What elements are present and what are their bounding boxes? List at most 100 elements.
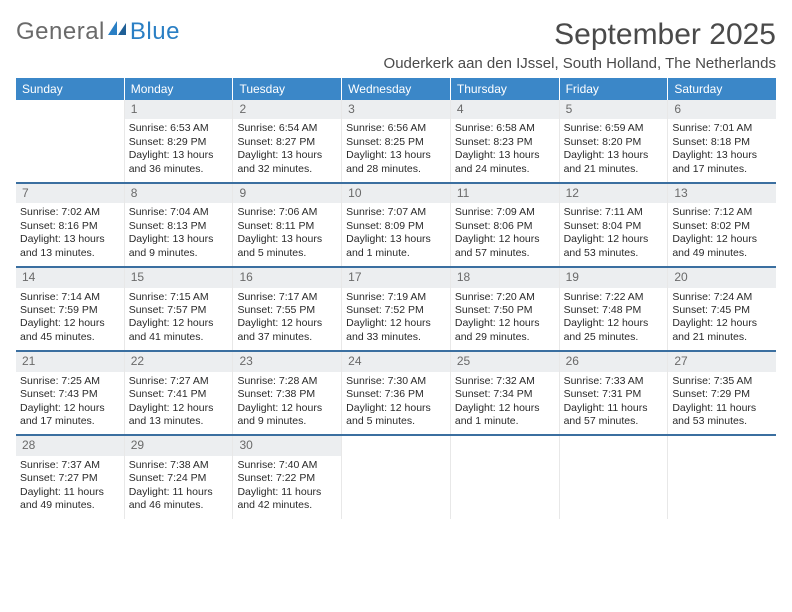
day-cell: 27Sunrise: 7:35 AMSunset: 7:29 PMDayligh… bbox=[668, 352, 776, 434]
day-number bbox=[668, 436, 776, 455]
sunrise-text: Sunrise: 7:19 AM bbox=[346, 291, 446, 304]
daylight-text: Daylight: 11 hours and 53 minutes. bbox=[672, 402, 772, 429]
daylight-text: Daylight: 12 hours and 9 minutes. bbox=[237, 402, 337, 429]
week-row: 7Sunrise: 7:02 AMSunset: 8:16 PMDaylight… bbox=[16, 184, 776, 268]
calendar-page: General Blue September 2025 Ouderkerk aa… bbox=[0, 0, 792, 529]
sunrise-text: Sunrise: 7:35 AM bbox=[672, 375, 772, 388]
sunrise-text: Sunrise: 7:14 AM bbox=[20, 291, 120, 304]
sunrise-text: Sunrise: 7:20 AM bbox=[455, 291, 555, 304]
sunset-text: Sunset: 7:52 PM bbox=[346, 304, 446, 317]
sunset-text: Sunset: 8:13 PM bbox=[129, 220, 229, 233]
daylight-text: Daylight: 11 hours and 49 minutes. bbox=[20, 486, 120, 513]
daylight-text: Daylight: 12 hours and 37 minutes. bbox=[237, 317, 337, 344]
daylight-text: Daylight: 12 hours and 57 minutes. bbox=[455, 233, 555, 260]
sunrise-text: Sunrise: 7:38 AM bbox=[129, 459, 229, 472]
day-number: 13 bbox=[668, 184, 776, 203]
month-title: September 2025 bbox=[384, 18, 776, 52]
day-cell: 21Sunrise: 7:25 AMSunset: 7:43 PMDayligh… bbox=[16, 352, 125, 434]
sunset-text: Sunset: 7:41 PM bbox=[129, 388, 229, 401]
day-cell: 23Sunrise: 7:28 AMSunset: 7:38 PMDayligh… bbox=[233, 352, 342, 434]
day-cell: 29Sunrise: 7:38 AMSunset: 7:24 PMDayligh… bbox=[125, 436, 234, 518]
sunrise-text: Sunrise: 6:53 AM bbox=[129, 122, 229, 135]
day-number: 5 bbox=[560, 100, 668, 119]
daylight-text: Daylight: 12 hours and 17 minutes. bbox=[20, 402, 120, 429]
daylight-text: Daylight: 12 hours and 5 minutes. bbox=[346, 402, 446, 429]
day-cell bbox=[451, 436, 560, 518]
sunrise-text: Sunrise: 7:07 AM bbox=[346, 206, 446, 219]
sunset-text: Sunset: 8:11 PM bbox=[237, 220, 337, 233]
sunrise-text: Sunrise: 7:32 AM bbox=[455, 375, 555, 388]
sunset-text: Sunset: 7:45 PM bbox=[672, 304, 772, 317]
day-cell: 19Sunrise: 7:22 AMSunset: 7:48 PMDayligh… bbox=[560, 268, 669, 350]
sunset-text: Sunset: 7:31 PM bbox=[564, 388, 664, 401]
day-number: 6 bbox=[668, 100, 776, 119]
daylight-text: Daylight: 12 hours and 25 minutes. bbox=[564, 317, 664, 344]
day-number: 17 bbox=[342, 268, 450, 287]
daylight-text: Daylight: 12 hours and 41 minutes. bbox=[129, 317, 229, 344]
day-cell: 9Sunrise: 7:06 AMSunset: 8:11 PMDaylight… bbox=[233, 184, 342, 266]
sunrise-text: Sunrise: 6:59 AM bbox=[564, 122, 664, 135]
day-cell: 28Sunrise: 7:37 AMSunset: 7:27 PMDayligh… bbox=[16, 436, 125, 518]
day-cell: 13Sunrise: 7:12 AMSunset: 8:02 PMDayligh… bbox=[668, 184, 776, 266]
week-row: 14Sunrise: 7:14 AMSunset: 7:59 PMDayligh… bbox=[16, 268, 776, 352]
sunset-text: Sunset: 8:29 PM bbox=[129, 136, 229, 149]
day-cell bbox=[342, 436, 451, 518]
sunset-text: Sunset: 7:43 PM bbox=[20, 388, 120, 401]
day-cell: 1Sunrise: 6:53 AMSunset: 8:29 PMDaylight… bbox=[125, 100, 234, 182]
sunset-text: Sunset: 8:02 PM bbox=[672, 220, 772, 233]
daylight-text: Daylight: 13 hours and 36 minutes. bbox=[129, 149, 229, 176]
daylight-text: Daylight: 13 hours and 24 minutes. bbox=[455, 149, 555, 176]
day-header: Thursday bbox=[451, 78, 560, 100]
sunset-text: Sunset: 8:06 PM bbox=[455, 220, 555, 233]
day-cell bbox=[16, 100, 125, 182]
day-cell: 11Sunrise: 7:09 AMSunset: 8:06 PMDayligh… bbox=[451, 184, 560, 266]
daylight-text: Daylight: 13 hours and 28 minutes. bbox=[346, 149, 446, 176]
day-number: 3 bbox=[342, 100, 450, 119]
day-cell: 3 Sunrise: 6:56 AMSunset: 8:25 PMDaylight… bbox=[342, 100, 451, 182]
day-cell: 18Sunrise: 7:20 AMSunset: 7:50 PMDayligh… bbox=[451, 268, 560, 350]
sunrise-text: Sunrise: 7:30 AM bbox=[346, 375, 446, 388]
day-number: 24 bbox=[342, 352, 450, 371]
day-number: 4 bbox=[451, 100, 559, 119]
sunset-text: Sunset: 7:22 PM bbox=[237, 472, 337, 485]
day-header: Wednesday bbox=[342, 78, 451, 100]
day-number: 22 bbox=[125, 352, 233, 371]
day-cell bbox=[668, 436, 776, 518]
day-header: Tuesday bbox=[233, 78, 342, 100]
daylight-text: Daylight: 11 hours and 57 minutes. bbox=[564, 402, 664, 429]
sunset-text: Sunset: 7:48 PM bbox=[564, 304, 664, 317]
sunrise-text: Sunrise: 7:09 AM bbox=[455, 206, 555, 219]
sunrise-text: Sunrise: 7:28 AM bbox=[237, 375, 337, 388]
sunrise-text: Sunrise: 6:56 AM bbox=[346, 122, 446, 135]
day-number: 25 bbox=[451, 352, 559, 371]
day-cell: 7Sunrise: 7:02 AMSunset: 8:16 PMDaylight… bbox=[16, 184, 125, 266]
daylight-text: Daylight: 12 hours and 53 minutes. bbox=[564, 233, 664, 260]
day-number: 29 bbox=[125, 436, 233, 455]
daylight-text: Daylight: 11 hours and 42 minutes. bbox=[237, 486, 337, 513]
sunset-text: Sunset: 8:27 PM bbox=[237, 136, 337, 149]
day-number: 27 bbox=[668, 352, 776, 371]
day-cell: 6Sunrise: 7:01 AMSunset: 8:18 PMDaylight… bbox=[668, 100, 776, 182]
day-cell: 30Sunrise: 7:40 AMSunset: 7:22 PMDayligh… bbox=[233, 436, 342, 518]
daylight-text: Daylight: 12 hours and 29 minutes. bbox=[455, 317, 555, 344]
day-cell: 17Sunrise: 7:19 AMSunset: 7:52 PMDayligh… bbox=[342, 268, 451, 350]
sunset-text: Sunset: 7:59 PM bbox=[20, 304, 120, 317]
week-row: 1Sunrise: 6:53 AMSunset: 8:29 PMDaylight… bbox=[16, 100, 776, 184]
day-number bbox=[16, 100, 124, 119]
day-number bbox=[342, 436, 450, 455]
sunrise-text: Sunrise: 7:02 AM bbox=[20, 206, 120, 219]
day-number: 10 bbox=[342, 184, 450, 203]
logo-sail-icon bbox=[108, 21, 126, 35]
sunset-text: Sunset: 7:57 PM bbox=[129, 304, 229, 317]
day-number: 20 bbox=[668, 268, 776, 287]
week-row: 28Sunrise: 7:37 AMSunset: 7:27 PMDayligh… bbox=[16, 436, 776, 518]
sunset-text: Sunset: 7:27 PM bbox=[20, 472, 120, 485]
daylight-text: Daylight: 13 hours and 32 minutes. bbox=[237, 149, 337, 176]
daylight-text: Daylight: 12 hours and 45 minutes. bbox=[20, 317, 120, 344]
sunset-text: Sunset: 8:25 PM bbox=[346, 136, 446, 149]
day-number: 19 bbox=[560, 268, 668, 287]
day-cell: 25Sunrise: 7:32 AMSunset: 7:34 PMDayligh… bbox=[451, 352, 560, 434]
daylight-text: Daylight: 13 hours and 1 minute. bbox=[346, 233, 446, 260]
day-number: 21 bbox=[16, 352, 124, 371]
daylight-text: Daylight: 13 hours and 13 minutes. bbox=[20, 233, 120, 260]
